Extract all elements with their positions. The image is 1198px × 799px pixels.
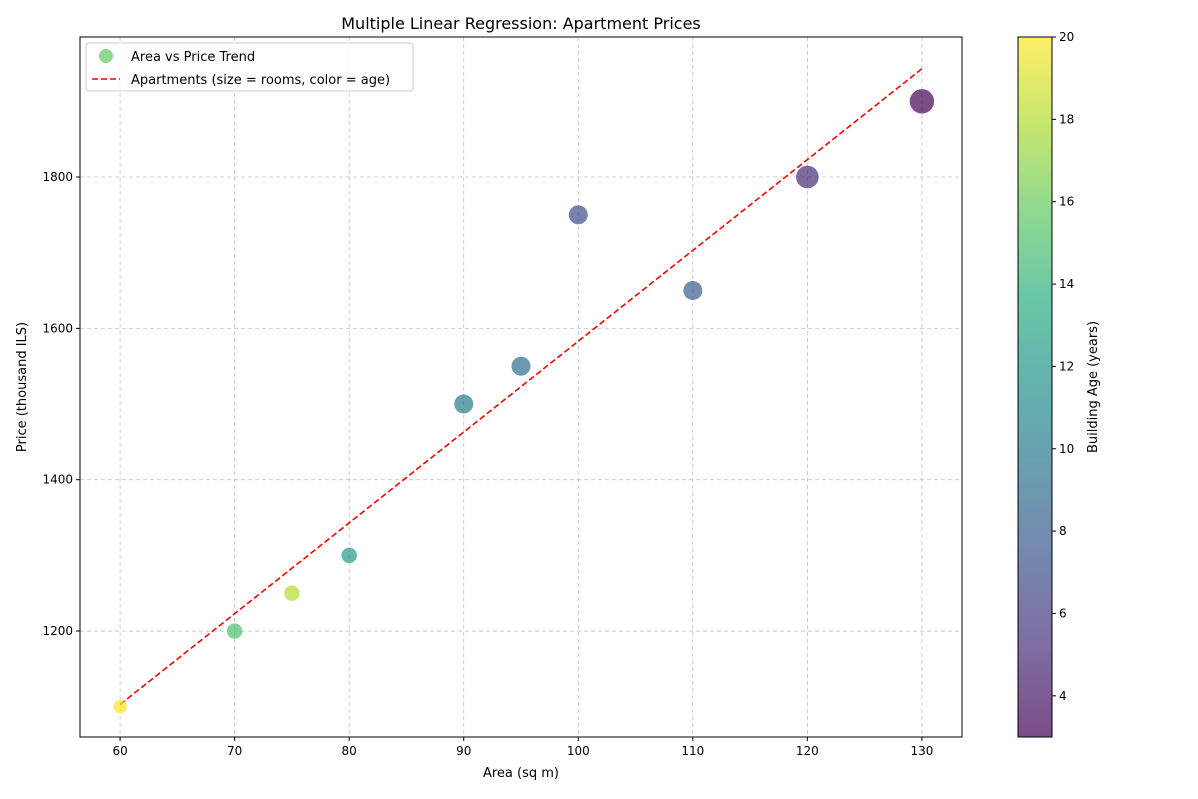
y-tick-label: 1200 (42, 624, 73, 638)
apartment-point (341, 547, 357, 564)
colorbar-tick-label: 8 (1059, 524, 1067, 538)
apartment-point (683, 281, 703, 301)
x-tick-label: 100 (567, 744, 590, 758)
colorbar-frame (1017, 36, 1053, 738)
x-tick-label: 110 (681, 744, 704, 758)
colorbar-tick-label: 4 (1059, 689, 1067, 703)
x-tick-label: 70 (227, 744, 242, 758)
apartment-point (511, 356, 531, 376)
apartment-point (909, 89, 935, 114)
x-tick-label: 90 (456, 744, 471, 758)
colorbar-tick-label: 20 (1059, 30, 1074, 44)
apartment-point (284, 585, 300, 601)
colorbar-tick-label: 16 (1059, 195, 1074, 209)
colorbar-tick-label: 18 (1059, 112, 1074, 126)
data-points (113, 89, 935, 714)
x-axis-label: Area (sq m) (483, 766, 559, 781)
y-tick-label: 1400 (42, 473, 73, 487)
colorbar-tick-label: 6 (1059, 606, 1067, 620)
colorbar-ticks: 4 6 8 10 12 14 16 18 20 (1052, 30, 1074, 703)
x-tick-label: 60 (112, 744, 127, 758)
x-tick-label: 120 (796, 744, 819, 758)
apartment-point (568, 205, 588, 225)
regression-trend-line (119, 68, 923, 706)
apartment-point (796, 165, 819, 189)
colorbar-tick-label: 10 (1059, 442, 1074, 456)
legend-label-points: Area vs Price Trend (131, 50, 255, 65)
legend-label-trend: Apartments (size = rooms, color = age) (131, 73, 390, 88)
chart-title: Multiple Linear Regression: Apartment Pr… (341, 14, 701, 33)
x-tick-label: 130 (910, 744, 933, 758)
y-axis-label: Price (thousand ILS) (15, 322, 30, 452)
apartment-point (113, 699, 127, 714)
y-tick-label: 1600 (42, 321, 73, 335)
colorbar: 4 6 8 10 12 14 16 18 20 Building Age (years) (1017, 30, 1101, 738)
plot-frame (79, 36, 963, 738)
trend-line-layer (119, 68, 923, 706)
legend-point-marker (99, 49, 113, 63)
y-tick-label: 1800 (42, 170, 73, 184)
apartment-point (454, 394, 474, 414)
y-axis-ticks: 1200 1400 1600 1800 (42, 170, 80, 638)
colorbar-tick-label: 14 (1059, 277, 1074, 291)
x-axis-ticks: 60 70 80 90 100 110 120 130 (112, 737, 933, 758)
legend: Area vs Price Trend Apartments (size = r… (85, 42, 414, 92)
colorbar-tick-label: 12 (1059, 359, 1074, 373)
apartment-point (226, 623, 243, 639)
legend-box (85, 42, 414, 92)
colorbar-label: Building Age (years) (1086, 321, 1101, 453)
x-tick-label: 80 (342, 744, 357, 758)
colorbar-gradient (1018, 37, 1052, 737)
